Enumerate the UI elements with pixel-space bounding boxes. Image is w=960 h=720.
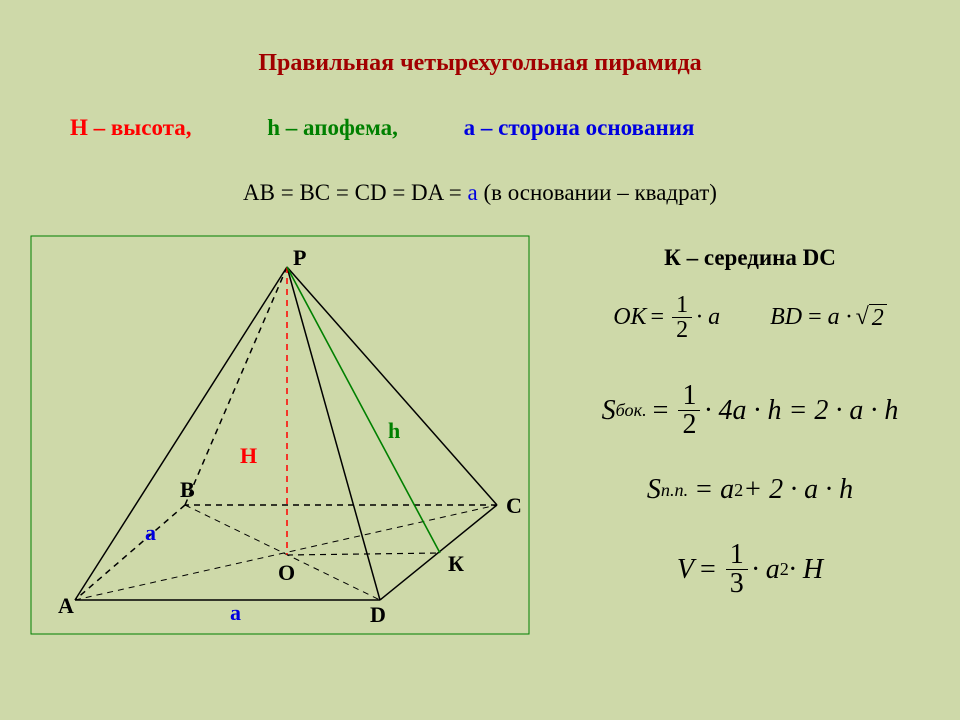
Sbok-den: 2 bbox=[678, 411, 700, 439]
Spp-S: S bbox=[647, 474, 661, 506]
OK-lhs: OK bbox=[613, 304, 646, 331]
OK-num: 1 bbox=[672, 293, 692, 318]
pyramid-diagram: A B C D P O К a a H h bbox=[30, 235, 530, 635]
BD-sqrt: 2 bbox=[869, 304, 887, 332]
V-tail2: · H bbox=[789, 554, 823, 586]
base-equation: AB = BC = CD = DA = a (в основании – ква… bbox=[0, 180, 960, 206]
Sbok-S: S bbox=[602, 395, 616, 427]
apothem-h bbox=[287, 267, 440, 553]
Spp-rhs: = a bbox=[694, 474, 734, 506]
definitions-row: H – высота, h – апофема, a – сторона осн… bbox=[70, 115, 910, 141]
Sbok-sub: бок. bbox=[616, 400, 647, 421]
label-O: O bbox=[278, 560, 295, 585]
V-tail: · a bbox=[752, 554, 780, 586]
BD-a: a · bbox=[828, 304, 852, 331]
Sbok-mid: · 4a · h = 2 · a · h bbox=[704, 395, 898, 427]
def-a: a – сторона основания bbox=[464, 115, 695, 141]
V-lhs: V bbox=[677, 554, 694, 586]
edge-AP bbox=[75, 267, 287, 600]
label-a-bottom: a bbox=[230, 600, 241, 625]
base-eq-a: a bbox=[467, 180, 477, 205]
k-midpoint-text: К – середина DC bbox=[555, 245, 945, 271]
Spp-tail: + 2 · a · h bbox=[743, 474, 853, 506]
base-eq-right: (в основании – квадрат) bbox=[478, 180, 717, 205]
diagonal-BD bbox=[185, 505, 380, 600]
BD-lhs: BD bbox=[770, 304, 802, 331]
def-H: H – высота, bbox=[70, 115, 192, 141]
label-A: A bbox=[58, 593, 74, 618]
label-P: P bbox=[293, 245, 306, 270]
formula-Sbok: Sбок. = 1 2 · 4a · h = 2 · a · h bbox=[555, 382, 945, 439]
edge-CP bbox=[287, 267, 497, 505]
base-eq-left: AB = BC = CD = DA = bbox=[243, 180, 467, 205]
V-sq: 2 bbox=[780, 559, 789, 580]
edge-DP bbox=[287, 267, 380, 600]
segment-OK bbox=[287, 553, 440, 555]
label-K: К bbox=[448, 551, 464, 576]
formula-OK: OK = 1 2 · a bbox=[613, 293, 720, 342]
label-C: C bbox=[506, 493, 522, 518]
edge-BP bbox=[185, 267, 287, 505]
V-den: 3 bbox=[726, 570, 748, 598]
formula-Spp: Sп.п. = a2 + 2 · a · h bbox=[555, 474, 945, 506]
label-B: B bbox=[180, 477, 195, 502]
label-a-left: a bbox=[145, 520, 156, 545]
V-num: 1 bbox=[726, 541, 748, 570]
page-title: Правильная четырехугольная пирамида bbox=[0, 50, 960, 77]
label-H: H bbox=[240, 443, 257, 468]
label-D: D bbox=[370, 602, 386, 627]
OK-tail: · a bbox=[696, 304, 720, 331]
label-h: h bbox=[388, 418, 400, 443]
formula-BD: BD = a · √2 bbox=[770, 293, 887, 342]
edge-BA bbox=[75, 505, 185, 600]
edge-DC bbox=[380, 505, 497, 600]
Spp-sub: п.п. bbox=[661, 480, 688, 501]
Spp-sq: 2 bbox=[734, 480, 743, 501]
OK-den: 2 bbox=[672, 318, 692, 342]
formula-V: V = 1 3 · a2 · H bbox=[555, 541, 945, 598]
Sbok-num: 1 bbox=[678, 382, 700, 411]
def-h: h – апофема, bbox=[267, 115, 398, 141]
formulas-column: К – середина DC OK = 1 2 · a BD = a · √2… bbox=[555, 245, 945, 598]
